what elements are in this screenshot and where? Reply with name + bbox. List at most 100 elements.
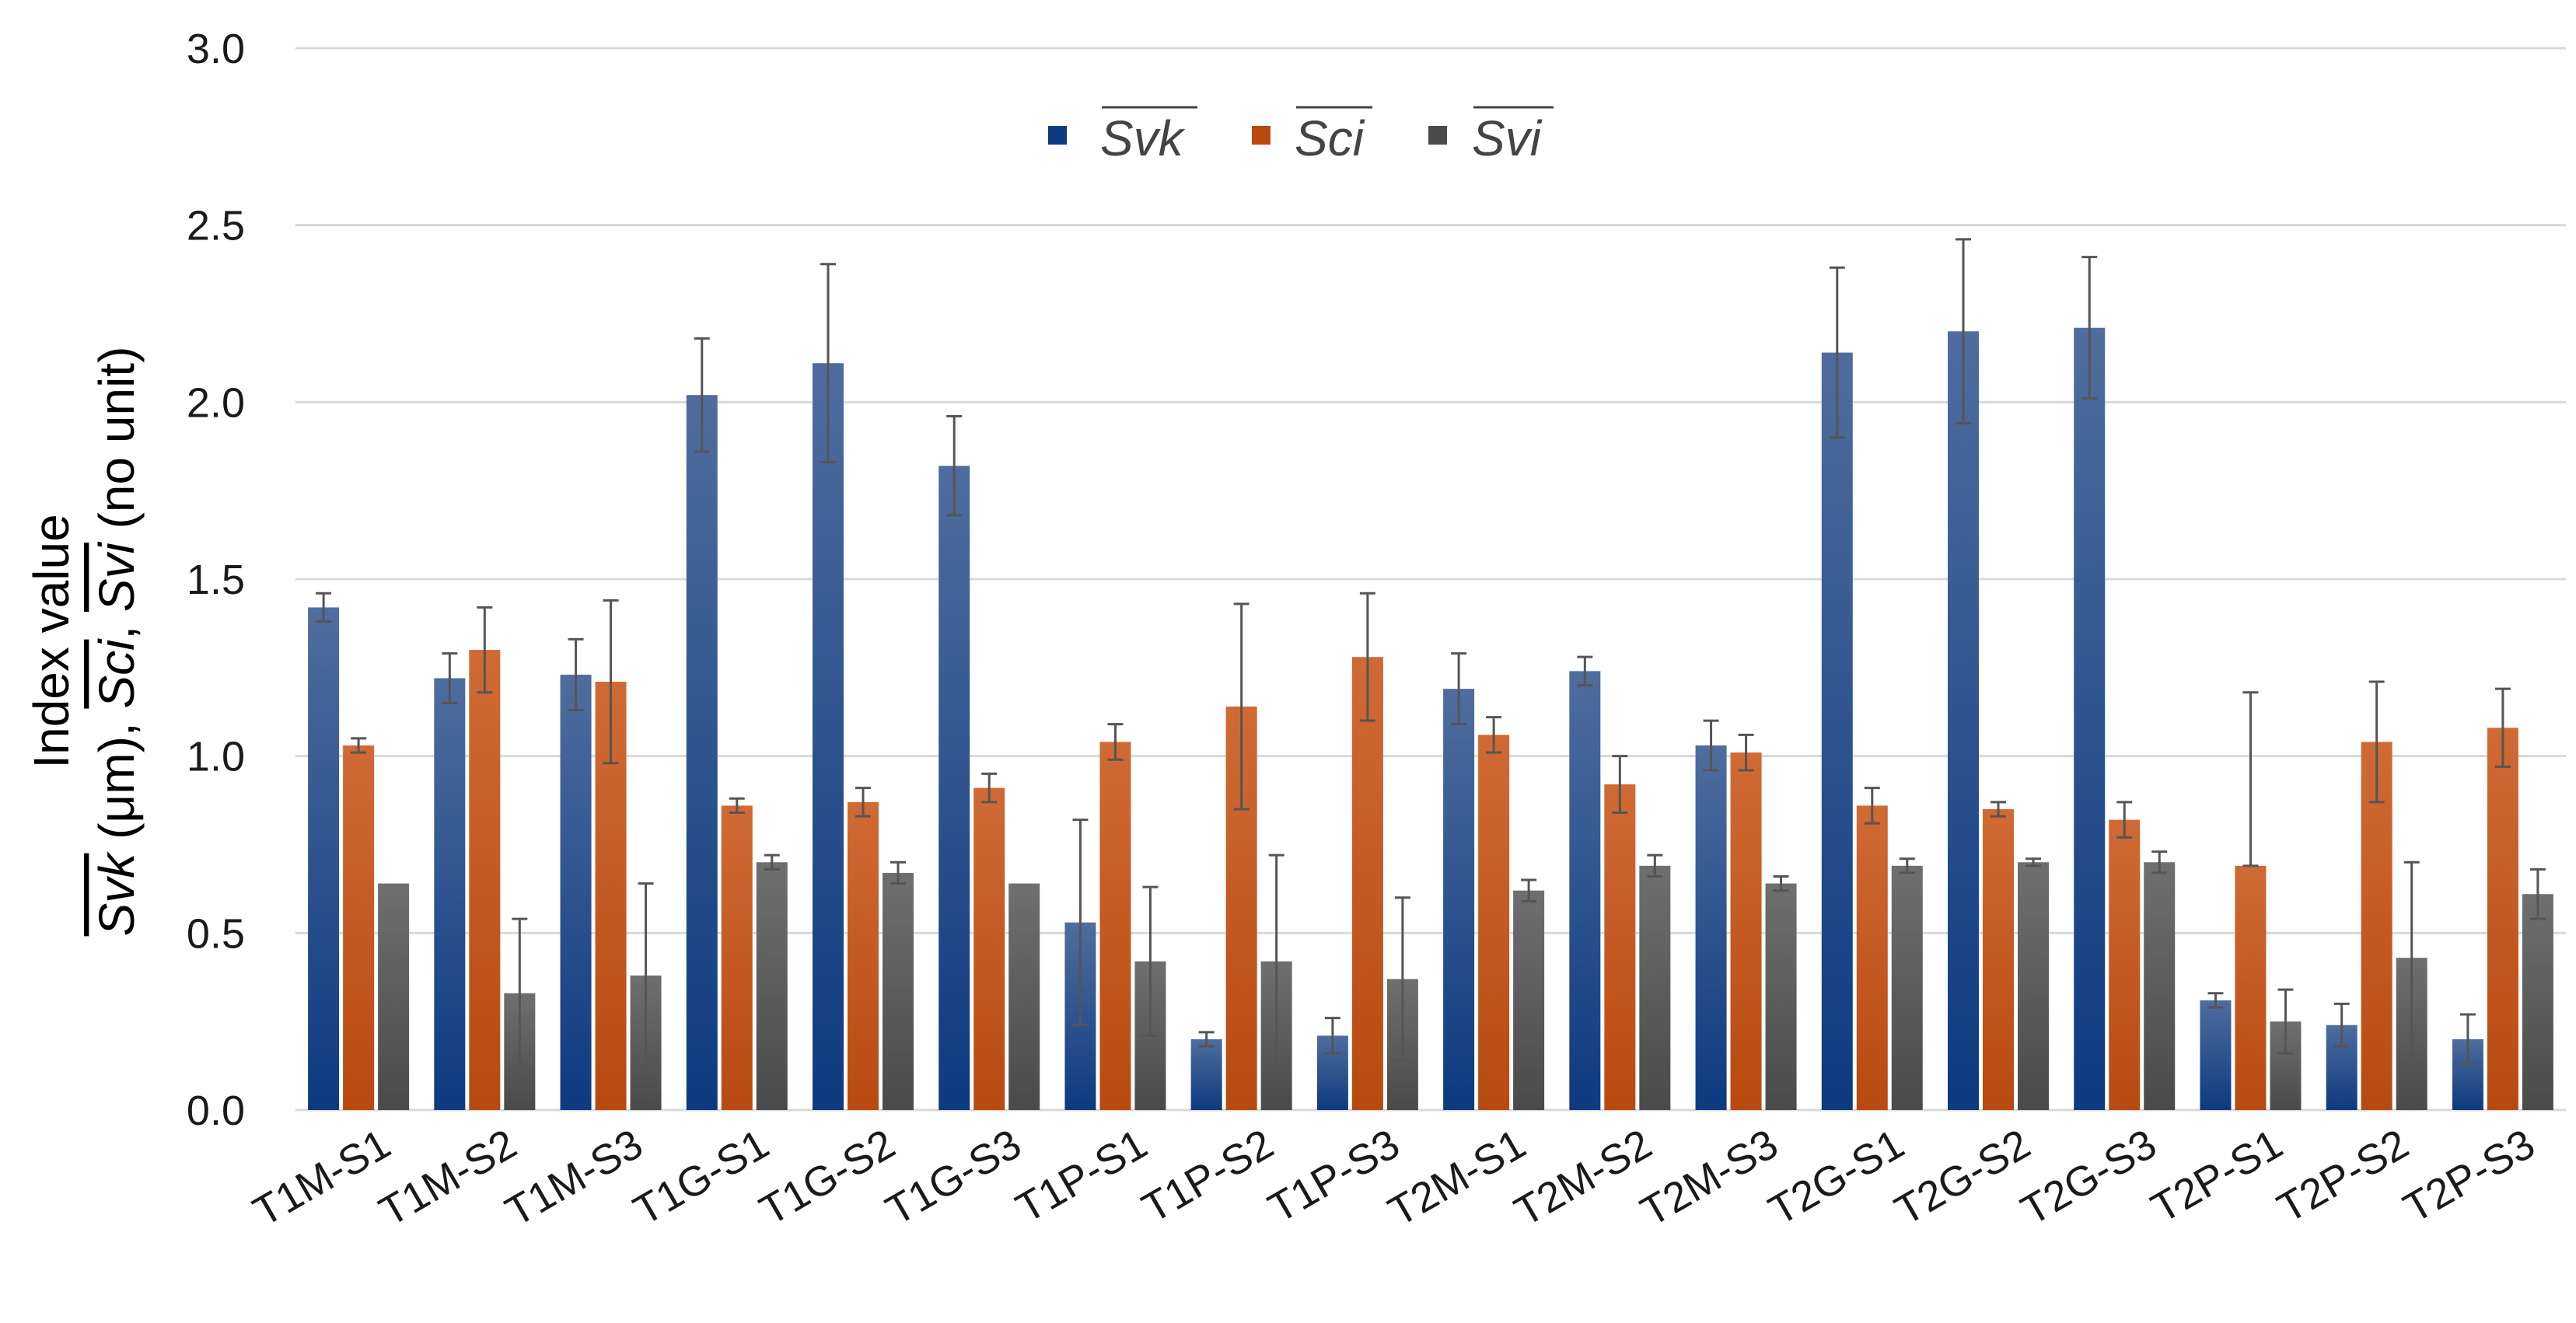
error-bar-svi-t2g-s3 bbox=[2151, 850, 2168, 874]
bar-svk-t1p-s2 bbox=[1190, 1039, 1222, 1110]
y-tick-label: 3.0 bbox=[187, 26, 245, 72]
error-bar-sci-t1g-s1 bbox=[729, 797, 745, 815]
bar-svi-t2m-s2 bbox=[1639, 865, 1671, 1110]
x-tick-label: T1M-S1 bbox=[246, 1120, 398, 1235]
bar-svi-t2m-s3 bbox=[1765, 883, 1797, 1110]
y-tick-label: 1.5 bbox=[187, 557, 245, 603]
error-bar-svi-t2m-s1 bbox=[1521, 878, 1537, 902]
error-bar-sci-t1m-s2 bbox=[477, 606, 493, 694]
bar-svi-t2p-s3 bbox=[2522, 894, 2553, 1110]
error-bar-svi-t1p-s3 bbox=[1394, 896, 1410, 1062]
bar-svk-t2g-s1 bbox=[1821, 352, 1853, 1110]
bar-svk-t2g-s2 bbox=[1948, 331, 1979, 1110]
error-bar-sci-t1g-s3 bbox=[981, 772, 998, 804]
error-bar-svi-t1g-s2 bbox=[890, 860, 906, 885]
gridlines bbox=[295, 47, 2566, 1112]
bar-svk-t1g-s1 bbox=[686, 395, 718, 1110]
x-tick-label: T2M-S1 bbox=[1381, 1120, 1533, 1235]
bar-sci-t2g-s1 bbox=[1856, 805, 1888, 1110]
y-axis-label: Index value Svk (μm), Sci, Svi (no unit) bbox=[23, 347, 145, 937]
bar-svi-t1m-s1 bbox=[378, 883, 410, 1110]
error-bar-sci-t2m-s1 bbox=[1486, 716, 1502, 754]
error-bar-svk-t2g-s1 bbox=[1829, 266, 1845, 439]
y-axis-ticks: 0.0 0.5 1.0 1.5 2.0 2.5 3.0 bbox=[187, 26, 245, 1134]
bar-svi-t2g-s1 bbox=[1891, 865, 1923, 1110]
x-tick-label: T1M-S3 bbox=[498, 1120, 650, 1235]
error-bar-svk-t2g-s3 bbox=[2081, 256, 2098, 400]
error-bar-sci-t2g-s2 bbox=[1991, 801, 2006, 818]
x-tick-label: T1G-S1 bbox=[626, 1120, 777, 1234]
y-tick-label: 1.0 bbox=[187, 734, 245, 780]
error-bar-svk-t1g-s3 bbox=[946, 415, 963, 517]
y-axis-label-svk: Svk bbox=[89, 851, 145, 937]
bar-sci-t2p-s2 bbox=[2361, 742, 2392, 1110]
bars bbox=[308, 327, 2553, 1110]
error-bar-svi-t2p-s1 bbox=[2277, 988, 2294, 1055]
x-tick-label: T1P-S3 bbox=[1260, 1120, 1407, 1232]
error-bar-svi-t1m-s2 bbox=[512, 917, 528, 1069]
error-bar-sci-t1p-s1 bbox=[1107, 723, 1124, 761]
error-bar-sci-t1m-s1 bbox=[351, 737, 367, 754]
legend: Svk Sci Svi bbox=[1048, 106, 1554, 166]
bar-sci-t1p-s3 bbox=[1351, 657, 1383, 1110]
y-tick-label: 2.0 bbox=[187, 379, 245, 426]
bar-svi-t1g-s2 bbox=[883, 872, 914, 1110]
error-bar-svk-t1g-s1 bbox=[694, 337, 710, 453]
error-bar-svi-t2p-s3 bbox=[2529, 867, 2546, 920]
x-tick-label: T2P-S1 bbox=[2144, 1120, 2291, 1232]
error-bar-svi-t1p-s1 bbox=[1142, 885, 1159, 1037]
x-tick-label: T2G-S2 bbox=[1887, 1120, 2038, 1234]
bar-svi-t2g-s2 bbox=[2018, 862, 2049, 1110]
bar-svk-t1m-s2 bbox=[434, 678, 466, 1110]
y-axis-label-nounit: (no unit) bbox=[89, 347, 145, 543]
x-tick-label: T2M-S2 bbox=[1507, 1120, 1659, 1235]
error-bar-svk-t1p-s3 bbox=[1324, 1017, 1340, 1055]
x-tick-label: T2M-S3 bbox=[1633, 1120, 1785, 1235]
error-bar-svi-t2g-s1 bbox=[1899, 857, 1915, 874]
bar-sci-t1m-s2 bbox=[469, 650, 501, 1110]
legend-swatch-sci bbox=[1252, 126, 1271, 145]
bar-sci-t2g-s3 bbox=[2109, 819, 2141, 1110]
bar-sci-t2p-s3 bbox=[2487, 728, 2518, 1110]
bar-svi-t1g-s1 bbox=[756, 862, 788, 1110]
y-axis-label-svi: Svi bbox=[89, 541, 145, 612]
error-bar-sci-t1g-s2 bbox=[855, 787, 871, 818]
y-tick-label: 0.5 bbox=[187, 910, 245, 957]
error-bars bbox=[316, 238, 2546, 1069]
bar-svk-t2m-s2 bbox=[1569, 671, 1601, 1110]
error-bar-sci-t1p-s3 bbox=[1359, 592, 1375, 722]
error-bar-sci-t1p-s2 bbox=[1233, 602, 1250, 811]
error-bar-svi-t1m-s3 bbox=[638, 882, 654, 1069]
error-bar-sci-t2g-s1 bbox=[1864, 787, 1880, 825]
x-tick-label: T1P-S2 bbox=[1134, 1120, 1281, 1232]
bar-svk-t2p-s1 bbox=[2200, 1000, 2232, 1110]
error-bar-svk-t2m-s2 bbox=[1577, 655, 1593, 687]
bar-svk-t1g-s3 bbox=[938, 466, 970, 1110]
error-bar-svk-t2p-s1 bbox=[2207, 992, 2224, 1009]
x-axis-ticks: T1M-S1T1M-S2T1M-S3T1G-S1T1G-S2T1G-S3T1P-… bbox=[246, 1120, 2543, 1235]
bar-svk-t1m-s3 bbox=[560, 674, 592, 1110]
bar-sci-t1g-s2 bbox=[848, 801, 879, 1110]
error-bar-svi-t2m-s2 bbox=[1647, 853, 1663, 878]
error-bar-svk-t1p-s2 bbox=[1198, 1031, 1215, 1048]
error-bar-svk-t2g-s2 bbox=[1956, 238, 1971, 425]
error-bar-svi-t2m-s3 bbox=[1773, 874, 1789, 892]
x-tick-label: T2G-S1 bbox=[1761, 1120, 1912, 1234]
error-bar-svi-t2g-s2 bbox=[2025, 857, 2041, 867]
bar-svi-t1g-s3 bbox=[1008, 883, 1040, 1110]
bar-svi-t2g-s3 bbox=[2144, 862, 2176, 1110]
bar-sci-t2g-s2 bbox=[1983, 808, 2014, 1110]
x-tick-label: T1G-S2 bbox=[752, 1120, 903, 1234]
error-bar-svi-t2p-s2 bbox=[2403, 860, 2420, 1055]
legend-swatch-svk bbox=[1048, 126, 1067, 145]
x-tick-label: T1M-S2 bbox=[372, 1120, 524, 1235]
error-bar-svi-t1g-s1 bbox=[764, 853, 780, 871]
bar-sci-t1m-s1 bbox=[343, 745, 375, 1110]
y-axis-label-sci: Sci bbox=[89, 638, 145, 709]
legend-label-svi: Svi bbox=[1472, 110, 1543, 166]
error-bar-svk-t1p-s1 bbox=[1072, 819, 1089, 1027]
error-bar-sci-t2p-s1 bbox=[2242, 691, 2259, 867]
error-bar-svk-t2p-s2 bbox=[2333, 1002, 2350, 1048]
error-bar-sci-t2m-s3 bbox=[1738, 733, 1754, 772]
